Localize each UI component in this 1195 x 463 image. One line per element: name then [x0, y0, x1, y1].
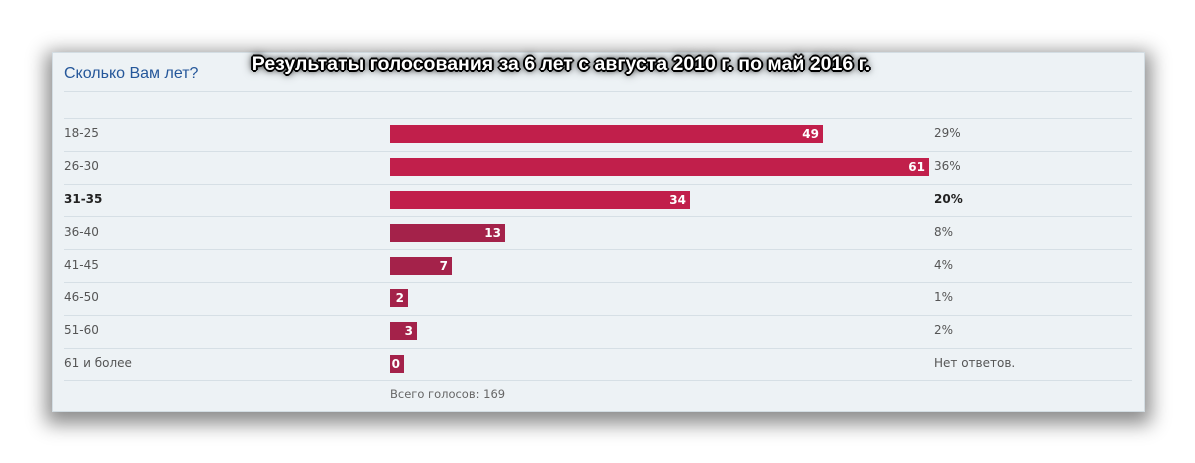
bar: 13 — [390, 224, 505, 242]
bar-value-label: 61 — [908, 160, 925, 174]
bar: 7 — [390, 257, 452, 275]
row-divider — [64, 282, 1132, 283]
row-divider — [64, 249, 1132, 250]
percent-label: 1% — [934, 290, 954, 304]
total-votes: Всего голосов: 169 — [390, 387, 506, 401]
category-label: 41-45 — [64, 258, 99, 272]
bar-value-label: 34 — [669, 193, 686, 207]
category-label: 36-40 — [64, 225, 99, 239]
category-label: 18-25 — [64, 126, 99, 140]
bar-value-label: 2 — [395, 291, 404, 305]
category-label: 31-35 — [64, 192, 103, 206]
row-divider — [64, 91, 1132, 92]
poll-results-panel: Сколько Вам лет? Результаты голосования … — [52, 52, 1145, 412]
bar-value-label: 0 — [391, 357, 400, 371]
percent-label: 20% — [934, 192, 963, 206]
row-divider — [64, 348, 1132, 349]
bar: 2 — [390, 289, 408, 307]
category-label: 26-30 — [64, 159, 99, 173]
bar: 61 — [390, 158, 929, 176]
category-label: 61 и более — [64, 356, 132, 370]
row-divider — [64, 315, 1132, 316]
percent-label: 2% — [934, 323, 954, 337]
row-divider — [64, 151, 1132, 152]
bar: 3 — [390, 322, 417, 340]
row-divider — [64, 380, 1132, 381]
row-divider — [64, 216, 1132, 217]
percent-label: 29% — [934, 126, 961, 140]
percent-label: 4% — [934, 258, 954, 272]
bar: 49 — [390, 125, 823, 143]
bar: 0 — [390, 355, 404, 373]
percent-label: 8% — [934, 225, 954, 239]
category-label: 51-60 — [64, 323, 99, 337]
percent-label: Нет ответов. — [934, 356, 1016, 370]
bar-value-label: 13 — [484, 226, 501, 240]
bar-value-label: 3 — [404, 324, 413, 338]
overlay-caption: Результаты голосования за 6 лет с август… — [251, 53, 871, 75]
poll-question-title: Сколько Вам лет? — [64, 65, 199, 82]
percent-label: 36% — [934, 159, 961, 173]
row-divider — [64, 118, 1132, 119]
row-divider — [64, 184, 1132, 185]
bar-value-label: 49 — [802, 127, 819, 141]
bar-value-label: 7 — [439, 259, 448, 273]
category-label: 46-50 — [64, 290, 99, 304]
bar: 34 — [390, 191, 690, 209]
